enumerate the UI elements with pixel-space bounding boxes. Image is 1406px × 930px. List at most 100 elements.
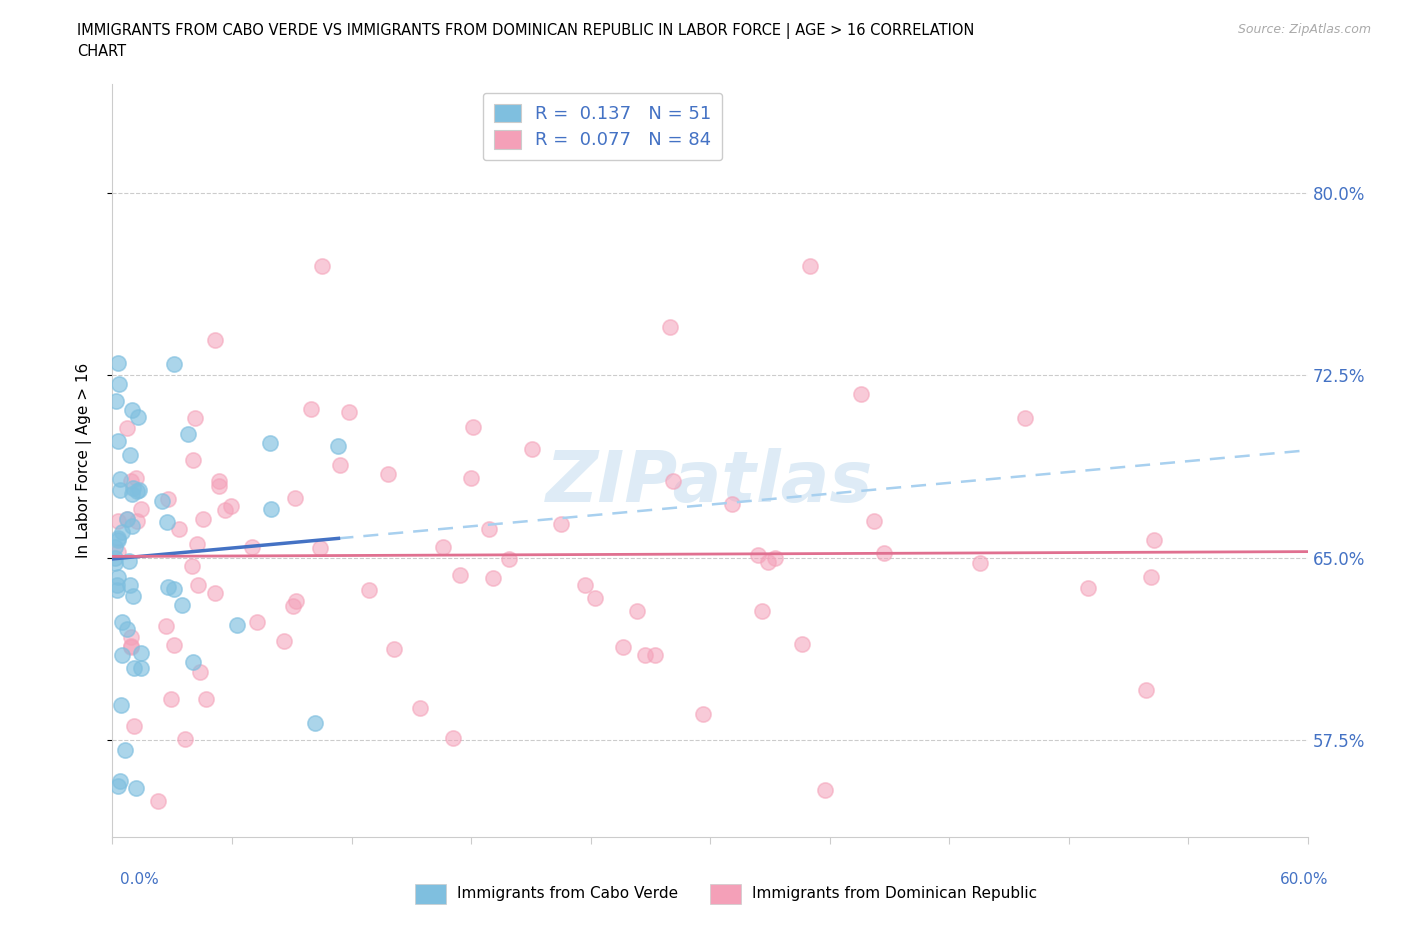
Point xyxy=(849,386,872,401)
Point xyxy=(461,419,484,434)
Point xyxy=(157,492,180,507)
Point xyxy=(122,589,145,604)
Point xyxy=(121,486,143,501)
Point xyxy=(208,478,231,493)
Point xyxy=(204,586,226,601)
Point xyxy=(304,715,326,730)
Point xyxy=(377,466,399,481)
Point xyxy=(128,483,150,498)
Point xyxy=(107,433,129,448)
Point xyxy=(150,493,173,508)
Point xyxy=(125,471,148,485)
Point xyxy=(121,519,143,534)
Point xyxy=(498,551,520,566)
Point xyxy=(110,483,132,498)
Point xyxy=(117,512,139,526)
Point xyxy=(195,691,218,706)
Point xyxy=(583,591,606,605)
Point xyxy=(259,435,281,450)
Text: CHART: CHART xyxy=(77,44,127,59)
Point xyxy=(460,471,482,485)
Point xyxy=(181,654,204,669)
Point xyxy=(873,546,896,561)
Point xyxy=(120,473,142,488)
Point xyxy=(208,473,231,488)
Point xyxy=(105,582,128,597)
Point xyxy=(612,640,634,655)
Point xyxy=(337,405,360,419)
Point xyxy=(449,568,471,583)
Point xyxy=(110,774,132,789)
Point xyxy=(120,630,142,644)
Point xyxy=(273,634,295,649)
Point xyxy=(157,579,180,594)
Point xyxy=(284,491,307,506)
Point xyxy=(118,553,141,568)
Point xyxy=(121,480,143,495)
Point xyxy=(111,615,134,630)
Point xyxy=(122,719,145,734)
Point xyxy=(482,571,505,586)
Point xyxy=(163,637,186,652)
Legend: R =  0.137   N = 51, R =  0.077   N = 84: R = 0.137 N = 51, R = 0.077 N = 84 xyxy=(482,93,723,160)
Point xyxy=(721,497,744,512)
Point xyxy=(692,707,714,722)
Point xyxy=(155,619,177,634)
Text: 0.0%: 0.0% xyxy=(120,872,159,887)
Point xyxy=(550,516,572,531)
Point xyxy=(382,642,405,657)
Point xyxy=(285,594,308,609)
Y-axis label: In Labor Force | Age > 16: In Labor Force | Age > 16 xyxy=(76,363,91,558)
Point xyxy=(129,661,152,676)
Point xyxy=(187,578,209,592)
Point xyxy=(626,604,648,618)
Point xyxy=(107,533,129,548)
Point xyxy=(478,522,501,537)
Point xyxy=(1143,533,1166,548)
Point xyxy=(125,781,148,796)
Point xyxy=(107,355,129,370)
Point xyxy=(115,622,138,637)
Point xyxy=(120,640,142,655)
Point xyxy=(125,513,148,528)
Point xyxy=(111,525,134,540)
Point xyxy=(107,544,129,559)
Point xyxy=(115,512,138,526)
Point xyxy=(105,393,128,408)
Point xyxy=(188,665,211,680)
Point xyxy=(127,409,149,424)
Point xyxy=(159,692,181,707)
Point xyxy=(104,540,127,555)
Point xyxy=(1014,410,1036,425)
Point xyxy=(111,648,134,663)
Point xyxy=(357,582,380,597)
Point xyxy=(328,439,350,454)
Point xyxy=(169,522,191,537)
Point xyxy=(747,548,769,563)
Point xyxy=(283,599,305,614)
Point xyxy=(173,732,195,747)
Point xyxy=(792,637,814,652)
Point xyxy=(104,551,127,565)
Point xyxy=(204,333,226,348)
Point xyxy=(172,597,194,612)
Text: 60.0%: 60.0% xyxy=(1281,872,1329,887)
Point xyxy=(1140,569,1163,584)
Text: IMMIGRANTS FROM CABO VERDE VS IMMIGRANTS FROM DOMINICAN REPUBLIC IN LABOR FORCE : IMMIGRANTS FROM CABO VERDE VS IMMIGRANTS… xyxy=(77,23,974,39)
Point xyxy=(107,530,129,545)
Point xyxy=(181,558,204,573)
Point xyxy=(219,498,242,513)
Point xyxy=(432,539,454,554)
Point xyxy=(104,555,127,570)
Point xyxy=(574,578,596,592)
Point xyxy=(311,259,333,273)
Point xyxy=(163,356,186,371)
Point xyxy=(226,618,249,632)
Point xyxy=(1135,683,1157,698)
Point xyxy=(240,539,263,554)
Point xyxy=(156,515,179,530)
Point xyxy=(193,512,215,526)
Point xyxy=(177,427,200,442)
Text: Immigrants from Cabo Verde: Immigrants from Cabo Verde xyxy=(457,886,678,901)
Point xyxy=(644,647,666,662)
